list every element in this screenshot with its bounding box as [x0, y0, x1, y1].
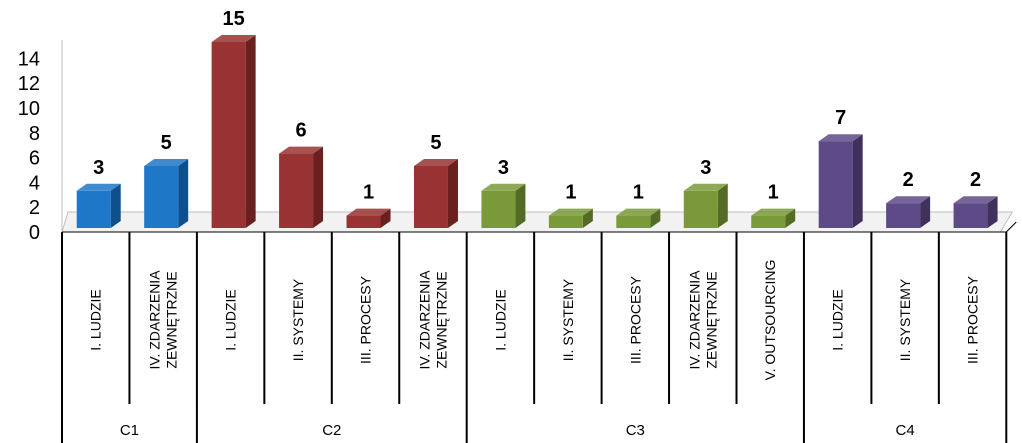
- chart-floor: [61, 211, 1014, 233]
- y-tick-label: 8: [29, 123, 40, 145]
- bar: [413, 166, 448, 228]
- bar-top: [818, 134, 863, 142]
- bar-side: [582, 208, 593, 228]
- bar: [144, 166, 179, 228]
- data-label: 5: [430, 132, 441, 154]
- y-tick-label: 14: [18, 48, 40, 70]
- data-label: 2: [903, 169, 914, 191]
- bar-side: [785, 208, 796, 228]
- bar-side: [717, 183, 728, 228]
- bar-side: [178, 159, 189, 228]
- bar-top: [481, 183, 526, 191]
- data-label: 7: [835, 107, 846, 129]
- bar-top: [886, 196, 931, 204]
- category-label: II. SYSTEMY: [290, 278, 306, 361]
- bar: [616, 215, 651, 228]
- data-label: 1: [633, 182, 644, 204]
- bar: [818, 141, 853, 228]
- category-label: II. SYSTEMY: [897, 278, 913, 361]
- category-label: III. PROCESY: [965, 275, 981, 364]
- category-label: ZEWNĘTRZNE: [433, 271, 449, 368]
- category-label: III. PROCESY: [627, 275, 643, 364]
- bar-side: [987, 196, 998, 228]
- bar-side: [852, 134, 863, 228]
- category-label: IV. ZDARZENIA: [147, 270, 163, 370]
- bar-layer: [76, 35, 998, 228]
- bar-side: [313, 146, 324, 228]
- y-tick-label: 2: [29, 197, 40, 219]
- group-label: C3: [626, 422, 645, 439]
- y-tick-label: 10: [18, 98, 40, 120]
- bar-top: [211, 35, 256, 42]
- bar: [481, 190, 516, 228]
- bar: [548, 215, 583, 228]
- bar: [886, 203, 921, 228]
- data-label: 1: [565, 182, 576, 204]
- bar: [346, 215, 381, 228]
- category-label: I. LUDZIE: [223, 289, 239, 350]
- category-label: I. LUDZIE: [492, 289, 508, 350]
- category-label: IV. ZDARZENIA: [686, 270, 702, 370]
- data-label: 15: [223, 8, 245, 30]
- group-label: C4: [896, 422, 915, 439]
- y-tick-label: 4: [29, 172, 40, 194]
- data-label: 3: [498, 157, 509, 179]
- y-tick-label: 0: [29, 222, 40, 244]
- category-label: IV. ZDARZENIA: [416, 270, 432, 370]
- category-label: III. PROCESY: [358, 275, 374, 364]
- table-edge: [1005, 221, 1017, 233]
- category-label: ZEWNĘTRZNE: [703, 271, 719, 368]
- bar-side: [920, 196, 931, 228]
- group-label: C1: [120, 422, 139, 439]
- bar-side: [245, 35, 256, 228]
- bar-top: [76, 183, 121, 191]
- bar: [76, 190, 111, 228]
- data-label: 1: [363, 182, 374, 204]
- bar: [211, 42, 246, 228]
- data-label: 5: [161, 132, 172, 154]
- y-tick-label: 12: [18, 73, 40, 95]
- bar-top: [346, 208, 391, 216]
- bar: [751, 215, 786, 228]
- category-label: ZEWNĘTRZNE: [164, 271, 180, 368]
- data-label: 6: [296, 120, 307, 142]
- bar-top: [616, 208, 661, 216]
- category-label: V. OUTSOURCING: [762, 260, 778, 381]
- bar: [279, 153, 314, 228]
- bar-side: [447, 159, 458, 228]
- category-label: II. SYSTEMY: [560, 278, 576, 361]
- y-tick-label: 6: [29, 148, 40, 170]
- bar-side: [380, 208, 391, 228]
- bar-top: [683, 183, 728, 191]
- group-label: C2: [322, 422, 341, 439]
- bar-top: [953, 196, 998, 204]
- bar-side: [515, 183, 526, 228]
- category-label: I. LUDZIE: [830, 289, 846, 350]
- category-label: I. LUDZIE: [88, 289, 104, 350]
- bar-side: [650, 208, 661, 228]
- bar-side: [110, 183, 121, 228]
- bar-top: [279, 146, 324, 154]
- bar-top: [548, 208, 593, 216]
- bar-top: [751, 208, 796, 216]
- data-label: 3: [93, 157, 104, 179]
- data-label: 3: [700, 157, 711, 179]
- bar: [683, 190, 718, 228]
- bar: [953, 203, 988, 228]
- data-label: 2: [970, 169, 981, 191]
- bar-top: [413, 159, 458, 166]
- bar-top: [144, 159, 189, 166]
- data-label: 1: [768, 182, 779, 204]
